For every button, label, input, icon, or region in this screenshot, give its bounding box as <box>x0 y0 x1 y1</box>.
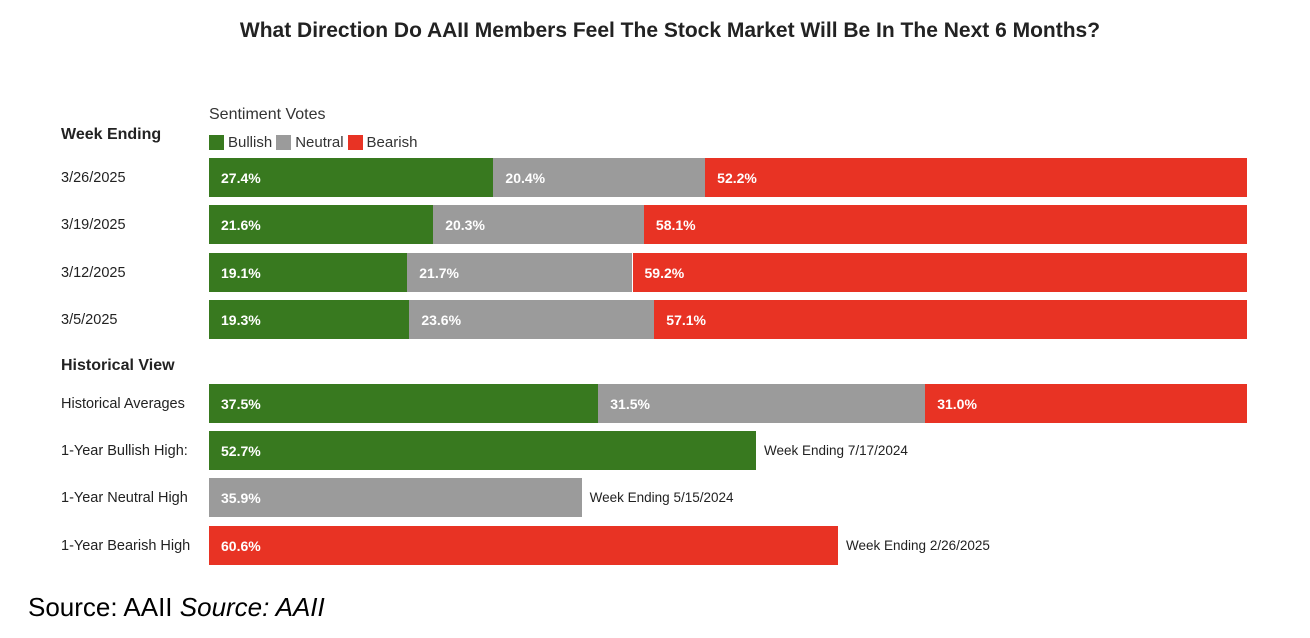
week-row-3-neutral-value: 23.6% <box>421 311 462 328</box>
week-row-0-bullish-value: 27.4% <box>221 169 261 186</box>
week-row-3-bullish-segment: 19.3% <box>209 300 410 339</box>
historical-averages-row-bearish-segment: 31.0% <box>925 384 1247 423</box>
source-text: Source: AAII <box>28 592 173 622</box>
week-row-2-neutral-segment: 21.7% <box>407 253 633 292</box>
week-row-3-bar: 19.3% 23.6% 57.1% <box>209 300 1247 339</box>
high-row-neutral-value: 35.9% <box>221 489 261 506</box>
high-row-neutral-note: Week Ending 5/15/2024 <box>589 489 734 505</box>
week-row-0-bearish-value: 52.2% <box>717 169 757 186</box>
week-row-2-bullish-segment: 19.1% <box>209 253 408 292</box>
historical-averages-row-bearish-value: 31.0% <box>937 395 977 412</box>
week-row-0-neutral-value: 20.4% <box>505 169 546 186</box>
high-row-bullish-bar: 52.7% <box>209 431 1247 470</box>
high-row-bullish-value: 52.7% <box>221 442 261 459</box>
legend-item-neutral: Neutral <box>276 133 344 151</box>
legend-label-bearish: Bearish <box>366 133 418 151</box>
week-row-1-neutral-segment: 20.3% <box>433 205 644 244</box>
week-row-2-label: 3/12/2025 <box>61 264 126 281</box>
week-row-0-bar: 27.4% 20.4% 52.2% <box>209 158 1247 197</box>
week-row-2-bearish-value: 59.2% <box>644 264 685 281</box>
week-row-0-label: 3/26/2025 <box>61 169 126 186</box>
legend-label-bullish: Bullish <box>228 133 273 151</box>
legend-item-bearish: Bearish <box>347 133 418 151</box>
high-row-bearish-segment: 60.6% <box>209 526 839 565</box>
week-row-1-bullish-segment: 21.6% <box>209 205 434 244</box>
source-text-italic: Source: AAII <box>179 592 325 622</box>
legend-swatch-bullish <box>209 134 224 150</box>
legend-item-bullish: Bullish <box>209 134 272 151</box>
legend: Bullish Neutral Bearish <box>209 133 421 151</box>
chart-title: What Direction Do AAII Members Feel The … <box>239 19 1101 42</box>
week-row-3-label: 3/5/2025 <box>61 311 118 328</box>
week-row-2-bearish-segment: 59.2% <box>632 253 1247 292</box>
historical-averages-row-bullish-value: 37.5% <box>221 395 261 412</box>
week-row-2-neutral-value: 21.7% <box>419 264 459 281</box>
week-row-1-bullish-value: 21.6% <box>221 216 261 233</box>
high-row-bullish-note: Week Ending 7/17/2024 <box>764 442 908 458</box>
high-row-neutral-bar: 35.9% <box>209 478 1247 517</box>
historical-averages-row-neutral-value: 31.5% <box>610 395 650 412</box>
high-row-neutral-label: 1-Year Neutral High <box>61 489 188 506</box>
historical-heading: Historical View <box>61 357 175 374</box>
high-row-bearish-bar: 60.6% <box>209 526 1247 565</box>
high-row-neutral-segment: 35.9% <box>209 478 582 517</box>
week-row-3-bullish-value: 19.3% <box>221 311 261 328</box>
historical-averages-row-label: Historical Averages <box>61 395 185 412</box>
historical-averages-row-neutral-segment: 31.5% <box>598 384 926 423</box>
week-row-0-bullish-segment: 27.4% <box>209 158 494 197</box>
historical-averages-row-bar: 37.5% 31.5% 31.0% <box>209 384 1247 423</box>
legend-label-neutral: Neutral <box>295 133 344 151</box>
week-row-1-bearish-value: 58.1% <box>655 216 696 233</box>
week-row-3-neutral-segment: 23.6% <box>409 300 655 339</box>
legend-title: Sentiment Votes <box>209 106 326 123</box>
week-row-0-bearish-segment: 52.2% <box>705 158 1247 197</box>
high-row-bearish-value: 60.6% <box>221 537 261 554</box>
high-row-bearish-label: 1-Year Bearish High <box>61 537 191 554</box>
high-row-bearish-note: Week Ending 2/26/2025 <box>846 537 990 553</box>
week-row-1-label: 3/19/2025 <box>61 216 126 233</box>
source-note: Source: AAII Source: AAII <box>28 592 325 623</box>
week-row-3-bearish-value: 57.1% <box>666 311 706 328</box>
historical-averages-row-bullish-segment: 37.5% <box>209 384 599 423</box>
week-row-2-bullish-value: 19.1% <box>221 264 261 281</box>
week-row-1-bearish-segment: 58.1% <box>643 205 1247 244</box>
week-row-0-neutral-segment: 20.4% <box>493 158 706 197</box>
high-row-bullish-segment: 52.7% <box>209 431 757 470</box>
legend-swatch-bearish <box>347 134 363 150</box>
high-row-bullish-label: 1-Year Bullish High: <box>61 442 188 459</box>
week-row-1-neutral-value: 20.3% <box>445 216 485 233</box>
weekly-heading: Week Ending <box>61 126 162 143</box>
week-row-3-bearish-segment: 57.1% <box>654 300 1247 339</box>
week-row-2-bar: 19.1% 21.7% 59.2% <box>209 253 1247 292</box>
legend-swatch-neutral <box>276 134 292 150</box>
week-row-1-bar: 21.6% 20.3% 58.1% <box>209 205 1247 244</box>
